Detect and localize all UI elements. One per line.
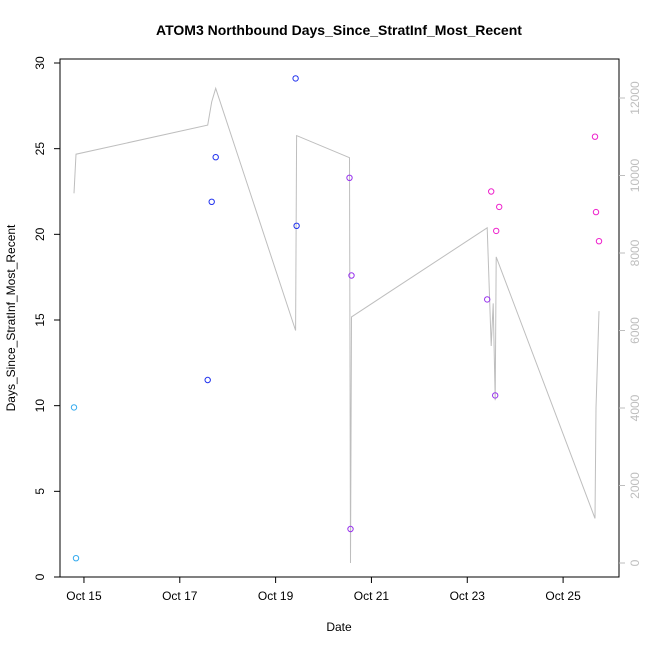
- x-axis-label: Date: [326, 620, 352, 634]
- data-point-6: [292, 75, 299, 82]
- data-point-17: [592, 208, 600, 216]
- data-point-10: [348, 272, 355, 279]
- x-axis: Oct 15 Oct 17 Oct 19 Oct 21 Oct 23 Oct 25: [66, 577, 581, 603]
- y2-tick-label: 12000: [628, 81, 642, 115]
- scatter-points: [70, 75, 603, 562]
- y2-tick-label: 8000: [628, 239, 642, 266]
- y-tick-label: 20: [33, 227, 47, 241]
- data-point-5: [212, 154, 219, 161]
- chart-title: ATOM3 Northbound Days_Since_StratInf_Mos…: [156, 22, 522, 38]
- x-tick-label: Oct 19: [258, 589, 294, 603]
- data-point-2: [72, 555, 80, 562]
- y-tick-label: 15: [33, 313, 47, 327]
- y2-tick-label: 0: [628, 559, 642, 566]
- data-point-12: [488, 188, 495, 195]
- data-point-1: [70, 404, 78, 411]
- data-point-8: [346, 174, 353, 182]
- x-tick-label: Oct 21: [354, 589, 390, 603]
- data-point-14: [493, 227, 500, 235]
- x-tick-label: Oct 25: [545, 589, 581, 603]
- y-axis-label: Days_Since_StratInf_Most_Recent: [4, 224, 18, 411]
- y-tick-label: 10: [33, 399, 47, 413]
- x-tick-label: Oct 23: [450, 589, 486, 603]
- y2-tick-label: 10000: [628, 158, 642, 192]
- data-point-9: [347, 525, 354, 533]
- line-series: [73, 86, 600, 564]
- y-tick-label: 30: [33, 56, 47, 70]
- y2-tick-label: 2000: [628, 472, 642, 499]
- y-axis-left: 0 5 10 15 20 25 30: [33, 56, 60, 580]
- data-point-11: [484, 296, 491, 303]
- data-point-15: [496, 203, 503, 211]
- x-tick-label: Oct 17: [162, 589, 198, 603]
- data-point-3: [204, 376, 211, 384]
- y-tick-label: 5: [33, 488, 47, 495]
- y2-tick-label: 6000: [628, 317, 642, 344]
- data-point-13: [492, 392, 499, 399]
- y-tick-label: 25: [33, 142, 47, 156]
- y-tick-label: 0: [33, 573, 47, 580]
- plot-frame: [59, 58, 620, 578]
- y2-tick-label: 4000: [628, 394, 642, 421]
- line-series-path: [73, 86, 600, 564]
- data-point-16: [591, 133, 599, 140]
- x-tick-label: Oct 15: [66, 589, 102, 603]
- data-point-4: [208, 198, 215, 206]
- data-point-7: [293, 222, 300, 230]
- y-axis-right: 0 2000 4000 6000 8000 10000 12000: [619, 81, 642, 566]
- data-point-18: [595, 238, 603, 245]
